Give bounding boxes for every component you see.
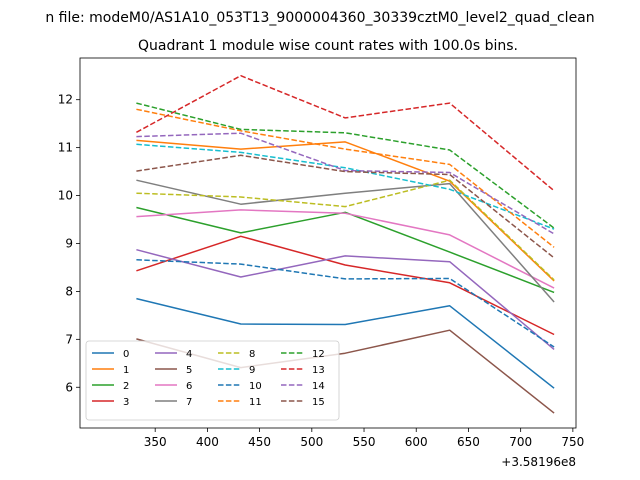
legend-label-13: 13: [312, 365, 325, 376]
series-line-10: [136, 259, 555, 348]
y-axis: 6 7 8 9 10 11 12: [58, 93, 80, 394]
x-tick-label: 750: [561, 435, 584, 449]
legend-label-3: 3: [123, 397, 129, 408]
legend-label-8: 8: [249, 349, 255, 360]
series-line-13: [136, 74, 555, 192]
legend-label-10: 10: [249, 381, 262, 392]
y-tick-label: 6: [65, 380, 73, 394]
x-axis: 350 400 450 500 550 600 650 700 750: [144, 428, 584, 449]
y-tick-label: 8: [65, 284, 73, 298]
x-tick-label: 650: [457, 435, 480, 449]
series-line-3: [136, 235, 555, 336]
y-tick-label: 11: [58, 141, 73, 155]
x-tick-label: 700: [509, 435, 532, 449]
legend-label-1: 1: [123, 365, 129, 376]
y-tick-label: 12: [58, 93, 73, 107]
y-tick-label: 9: [65, 236, 73, 250]
chart-suptitle: n file: modeM0/AS1A10_053T13_9000004360_…: [45, 10, 594, 26]
series-line-7: [136, 179, 555, 303]
x-tick-label: 500: [300, 435, 323, 449]
plot-frame: [79, 57, 577, 429]
legend-label-11: 11: [249, 397, 262, 408]
legend-label-2: 2: [123, 381, 129, 392]
legend-label-7: 7: [186, 397, 192, 408]
series-line-9: [136, 143, 555, 230]
series-layer: [136, 74, 555, 414]
x-offset-label: +3.58196e8: [501, 455, 576, 469]
y-tick-label: 10: [58, 189, 73, 203]
series-line-4: [136, 248, 555, 350]
series-line-6: [136, 209, 555, 289]
legend-label-4: 4: [186, 349, 192, 360]
x-tick-label: 450: [248, 435, 271, 449]
series-line-14: [136, 132, 555, 235]
x-tick-label: 350: [144, 435, 167, 449]
x-tick-label: 550: [353, 435, 376, 449]
legend-label-5: 5: [186, 365, 192, 376]
series-line-15: [136, 154, 555, 259]
legend-label-0: 0: [123, 349, 129, 360]
legend-box: [85, 340, 340, 421]
series-line-8: [136, 179, 555, 281]
legend-label-14: 14: [312, 381, 325, 392]
legend-label-6: 6: [186, 381, 192, 392]
x-tick-label: 400: [196, 435, 219, 449]
legend-label-12: 12: [312, 349, 325, 360]
series-line-12: [136, 102, 555, 229]
y-tick-label: 7: [65, 332, 73, 346]
chart-title: Quadrant 1 module wise count rates with …: [138, 38, 518, 54]
legend-label-15: 15: [312, 397, 325, 408]
x-tick-label: 600: [405, 435, 428, 449]
series-line-0: [136, 297, 555, 389]
legend-label-9: 9: [249, 365, 255, 376]
series-line-2: [136, 206, 555, 294]
